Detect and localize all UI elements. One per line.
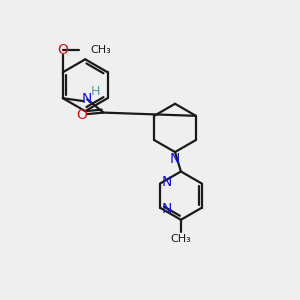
Text: N: N bbox=[170, 152, 180, 166]
Text: H: H bbox=[91, 85, 100, 98]
Text: CH₃: CH₃ bbox=[90, 45, 111, 55]
Text: O: O bbox=[57, 43, 68, 57]
Text: N: N bbox=[82, 92, 92, 106]
Text: CH₃: CH₃ bbox=[170, 234, 191, 244]
Text: N: N bbox=[161, 202, 172, 216]
Text: O: O bbox=[76, 108, 87, 122]
Text: N: N bbox=[161, 175, 172, 189]
